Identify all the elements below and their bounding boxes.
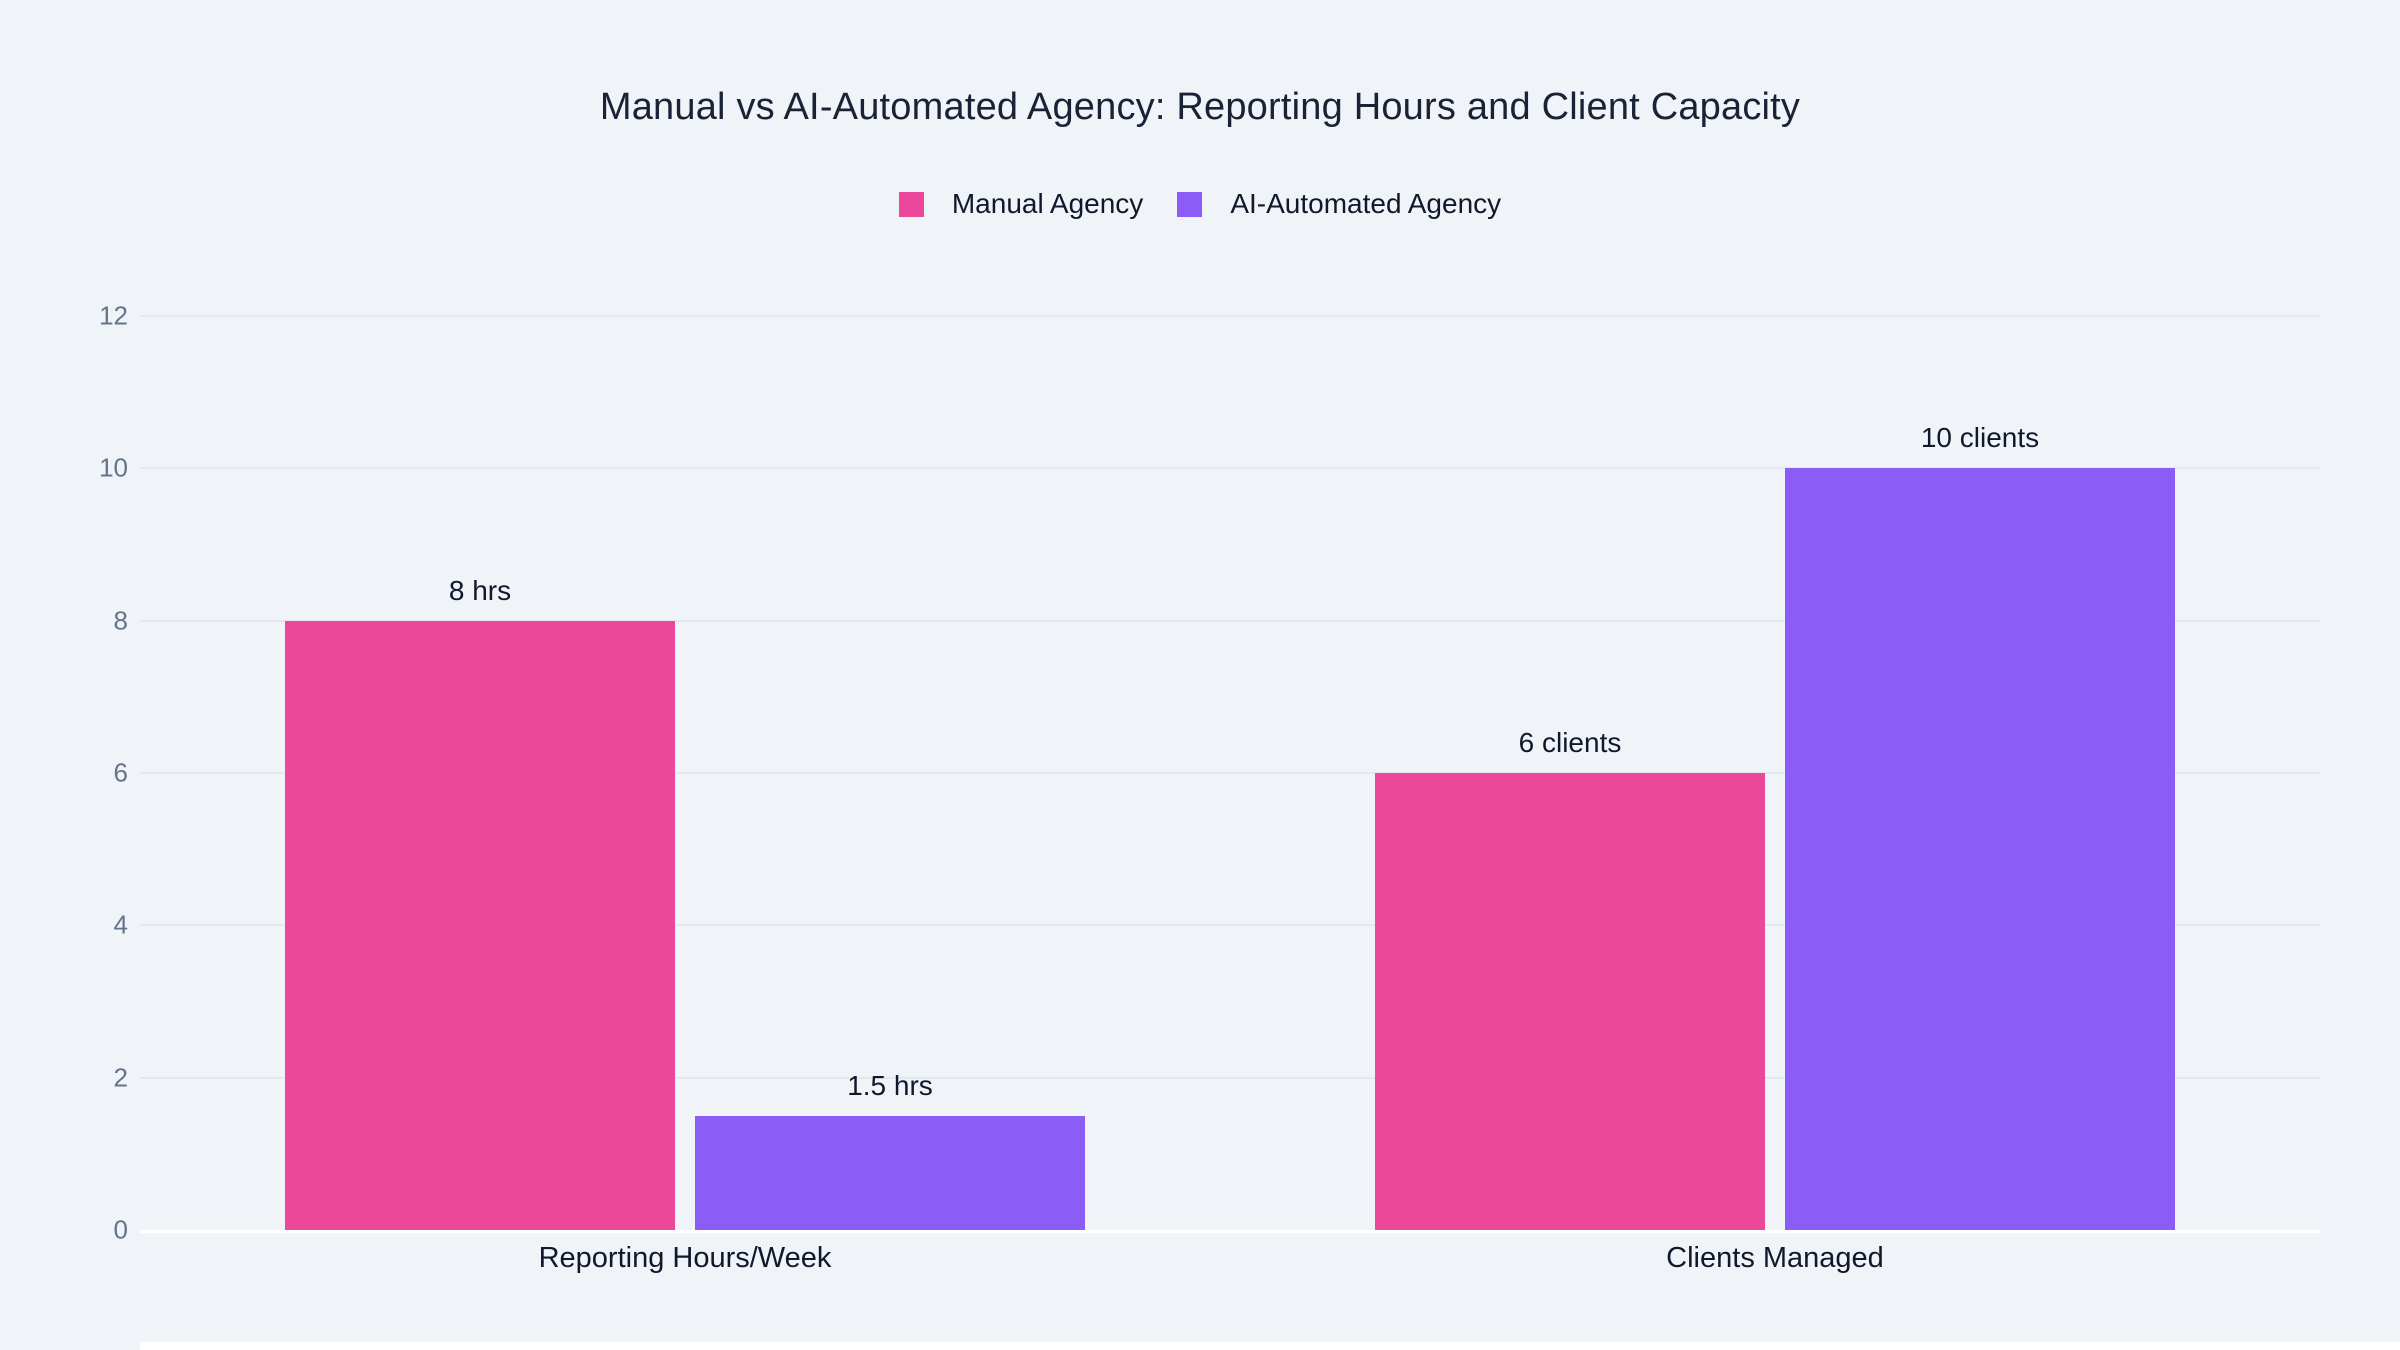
bar-manual-agency-clients-managed[interactable] — [1375, 773, 1765, 1230]
chart-title: Manual vs AI-Automated Agency: Reporting… — [599, 86, 1801, 128]
y-tick-label-2: 2 — [113, 1062, 128, 1093]
legend-label-manual-agency: Manual Agency — [951, 188, 1144, 219]
gridline-y-6 — [140, 772, 2320, 774]
bar-value-label: 6 clients — [1518, 727, 1622, 758]
legend-swatch-manual-agency-icon — [898, 191, 924, 217]
bar-manual-agency-reporting-hours[interactable] — [285, 620, 675, 1230]
y-tick-label-6: 6 — [113, 757, 128, 788]
legend-item-manual-agency[interactable]: Manual Agency — [898, 188, 1144, 220]
chart-legend: Manual Agency AI-Automated Agency — [0, 188, 2400, 220]
gridline-y-4 — [140, 924, 2320, 927]
x-axis-baseline — [140, 1230, 2320, 1233]
legend-swatch-ai-automated-agency-icon — [1177, 191, 1203, 217]
gridline-y-2 — [140, 1076, 2320, 1079]
gridline-y-12 — [140, 315, 2320, 317]
x-category-label-reporting-hours: Reporting Hours/Week — [538, 1242, 832, 1274]
x-category-label-clients-managed: Clients Managed — [1666, 1242, 1884, 1274]
canvas-bottom-edge — [140, 1342, 2400, 1350]
y-tick-label-12: 12 — [99, 300, 128, 331]
y-tick-label-0: 0 — [113, 1214, 128, 1245]
y-tick-label-4: 4 — [113, 909, 128, 940]
y-tick-label-8: 8 — [113, 605, 128, 636]
bar-ai-automated-agency-clients-managed[interactable] — [1785, 468, 2175, 1230]
gridline-y-8 — [140, 619, 2320, 622]
bar-value-label: 8 hrs — [448, 574, 512, 606]
bar-value-label: 10 clients — [1920, 422, 2040, 454]
legend-item-ai-automated-agency[interactable]: AI-Automated Agency — [1177, 188, 1501, 220]
bar-value-label: 1.5 hrs — [847, 1069, 933, 1101]
bar-ai-automated-agency-reporting-hours[interactable] — [695, 1115, 1085, 1230]
y-tick-label-10: 10 — [99, 452, 128, 483]
gridline-y-10 — [140, 467, 2320, 470]
legend-label-ai-automated-agency: AI-Automated Agency — [1230, 188, 1502, 219]
